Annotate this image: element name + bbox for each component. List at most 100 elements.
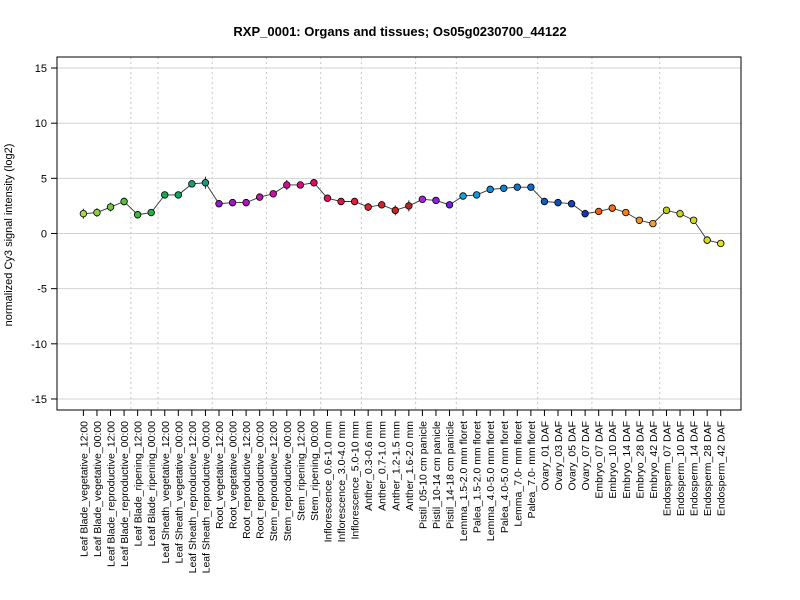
x-tick-label: Root_vegetative_12:00 xyxy=(214,421,226,529)
x-tick-label: Leaf Sheath_reproductive_00:00 xyxy=(200,421,212,574)
y-tick-label: -15 xyxy=(31,394,47,406)
chart-title: RXP_0001: Organs and tissues; Os05g02307… xyxy=(233,24,566,39)
data-point xyxy=(378,201,386,209)
data-point xyxy=(133,211,142,219)
y-axis-label: normalized Cy3 signal intensity (log2) xyxy=(3,144,15,327)
data-point xyxy=(350,197,359,206)
grid-lines xyxy=(57,57,741,410)
data-point xyxy=(622,208,630,217)
x-tick-label: Palea_4.0-5.0 mm floret xyxy=(499,421,511,533)
data-point xyxy=(323,194,332,202)
data-point xyxy=(527,183,535,191)
data-point xyxy=(188,180,196,188)
x-tick-label: Endosperm_14 DAF xyxy=(689,421,701,516)
x-tick-label: Anther_0.7-1.0 mm xyxy=(377,421,389,511)
data-point xyxy=(689,216,698,224)
x-tick-label: Leaf Sheath_vegetative_00:00 xyxy=(173,421,185,564)
data-point xyxy=(79,209,88,218)
data-point xyxy=(486,185,494,194)
data-point xyxy=(445,201,454,209)
x-tick-label: Root_reproductive_00:00 xyxy=(255,421,267,539)
x-tick-label: Anther_0.3-0.6 mm xyxy=(363,421,375,511)
x-tick-label: Endosperm_10 DAF xyxy=(675,421,687,516)
data-point xyxy=(554,198,562,207)
x-tick-label: Inflorescence_3.0-4.0 mm xyxy=(336,421,348,543)
data-point xyxy=(432,196,440,205)
x-tick-label: Inflorescence_5.0-10 mm xyxy=(350,421,362,540)
data-point xyxy=(567,200,576,208)
data-point xyxy=(662,206,671,215)
data-point xyxy=(459,192,467,200)
data-point xyxy=(337,197,345,206)
data-point xyxy=(147,208,155,217)
data-point xyxy=(703,236,711,244)
y-tick-label: -10 xyxy=(31,339,47,351)
x-tick-label: Ovary_07 DAF xyxy=(580,421,592,490)
data-point xyxy=(161,191,169,199)
x-tick-label: Stem_reproductive_00:00 xyxy=(282,421,294,541)
x-tick-label: Root_reproductive_12:00 xyxy=(241,421,253,539)
x-tick-label: Pistil_05-10 cm panicle xyxy=(417,421,429,529)
data-point xyxy=(513,183,522,191)
x-tick-label: Stem_ripening_12:00 xyxy=(295,421,307,521)
x-tick-label: Embryo_42 DAF xyxy=(648,421,660,499)
x-tick-label: Embryo_14 DAF xyxy=(621,421,633,499)
data-point xyxy=(364,203,372,211)
data-point xyxy=(310,179,318,187)
data-point xyxy=(717,239,725,248)
data-point xyxy=(635,216,644,224)
x-tick-label: Endosperm_42 DAF xyxy=(716,421,728,516)
y-tick-label: 10 xyxy=(35,118,47,130)
x-tick-label: Embryo_10 DAF xyxy=(607,421,619,499)
x-tick-label: Stem_ripening_00:00 xyxy=(309,421,321,521)
x-tick-label: Inflorescence_0.6-1.0 mm xyxy=(322,421,334,543)
y-tick-label: 5 xyxy=(41,173,47,185)
x-tick-label: Stem_reproductive_12:00 xyxy=(268,421,280,541)
data-point xyxy=(242,198,250,207)
data-point xyxy=(391,206,399,215)
data-point xyxy=(106,203,115,211)
x-tick-label: Ovary_03 DAF xyxy=(553,421,565,490)
x-tick-label: Leaf Blade_ripening_00:00 xyxy=(146,421,158,547)
x-tick-label: Root_vegetative_00:00 xyxy=(228,421,240,529)
x-tick-label: Lemma_1.5-2.0 mm floret xyxy=(458,421,470,541)
data-point xyxy=(120,197,128,206)
data-point xyxy=(676,209,684,218)
x-tick-label: Pistil_10-14 cm panicle xyxy=(431,421,443,529)
data-point xyxy=(228,198,237,207)
x-tick-label: Anther_1.6-2.0 mm xyxy=(404,421,416,511)
data-point xyxy=(255,193,264,201)
x-tick-label: Leaf Blade_reproductive_12:00 xyxy=(106,421,118,567)
x-tick-label: Palea_7.0- mm floret xyxy=(526,421,538,519)
x-tick-label: Lemma_7.0- mm floret xyxy=(512,421,524,527)
x-tick-label: Ovary_05 DAF xyxy=(567,421,579,490)
axes: -15 -10 -5 0 5 10 15 Leaf Blade_vegetative_12:0… xyxy=(31,63,728,573)
data-point xyxy=(269,190,277,198)
data-point xyxy=(500,184,508,192)
x-tick-label: Anther_1.2-1.5 mm xyxy=(390,421,402,511)
x-tick-label: Leaf Sheath_reproductive_12:00 xyxy=(187,421,199,574)
data-point xyxy=(215,200,223,208)
x-tick-label: Endosperm_07 DAF xyxy=(661,421,673,516)
data-point xyxy=(296,181,305,189)
data-point xyxy=(418,195,427,204)
plot-frame xyxy=(56,56,742,411)
x-tick-label: Leaf Sheath_vegetative_12:00 xyxy=(160,421,172,564)
x-tick-label: Leaf Blade_vegetative_00:00 xyxy=(92,421,104,557)
data-point xyxy=(649,219,657,228)
data-point xyxy=(405,202,413,210)
data-point xyxy=(472,191,481,199)
data-point xyxy=(594,207,603,216)
data-point xyxy=(93,208,101,217)
x-tick-label: Lemma_4.0-5.0 mm floret xyxy=(485,421,497,541)
data-point xyxy=(540,197,549,206)
x-tick-label: Leaf Blade_reproductive_00:00 xyxy=(119,421,131,567)
data-point xyxy=(283,181,291,189)
x-tick-label: Ovary_01 DAF xyxy=(539,421,551,490)
x-tick-label: Embryo_07 DAF xyxy=(594,421,606,499)
y-tick-label: 15 xyxy=(35,63,47,75)
y-tick-label: 0 xyxy=(41,229,47,241)
x-tick-label: Leaf Blade_vegetative_12:00 xyxy=(78,421,90,557)
x-tick-label: Endosperm_28 DAF xyxy=(702,421,714,516)
